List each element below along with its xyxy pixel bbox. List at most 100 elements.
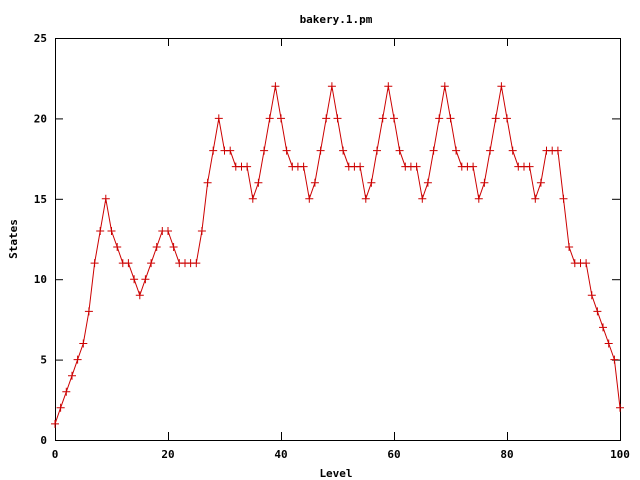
data-point-marker — [599, 323, 607, 332]
data-point-marker — [299, 162, 308, 171]
data-point-marker — [390, 114, 398, 123]
data-point-marker — [452, 146, 461, 155]
data-point-marker — [107, 227, 116, 235]
data-point-marker — [378, 114, 387, 123]
data-point-marker — [536, 178, 545, 187]
plot-frame — [55, 38, 621, 441]
data-point-marker — [559, 194, 568, 203]
data-point-marker — [271, 82, 280, 91]
data-markers — [51, 82, 624, 428]
data-point-marker — [305, 194, 314, 203]
data-point-marker — [327, 82, 336, 91]
data-point-marker — [525, 162, 534, 171]
data-point-marker — [147, 259, 156, 268]
y-tick-label: 25 — [34, 32, 47, 45]
data-point-marker — [68, 371, 76, 380]
data-point-marker — [361, 194, 370, 203]
data-point-marker — [260, 146, 269, 155]
data-point-marker — [384, 82, 393, 91]
data-point-marker — [435, 114, 444, 123]
data-point-marker — [56, 403, 65, 412]
data-point-marker — [423, 178, 432, 187]
data-point-marker — [373, 146, 381, 155]
data-point-marker — [243, 162, 252, 171]
data-point-marker — [418, 194, 427, 203]
x-tick-label: 40 — [274, 448, 287, 461]
data-point-marker — [474, 194, 483, 203]
chart-title: bakery.1.pm — [300, 13, 373, 26]
data-point-marker — [604, 339, 613, 348]
data-point-marker — [593, 307, 602, 316]
data-point-marker — [508, 146, 517, 155]
data-point-marker — [316, 146, 325, 155]
y-tick-label: 10 — [34, 273, 47, 286]
data-point-marker — [265, 114, 274, 123]
data-point-marker — [616, 403, 624, 412]
x-tick-label: 80 — [500, 448, 513, 461]
data-point-marker — [480, 178, 489, 187]
data-point-marker — [469, 162, 478, 171]
data-point-marker — [248, 194, 257, 203]
x-tick-label: 0 — [52, 448, 59, 461]
data-point-marker — [197, 227, 206, 235]
data-point-marker — [322, 114, 331, 123]
x-axis: 0 20 40 60 80 100 — [52, 38, 630, 461]
data-point-marker — [497, 82, 506, 91]
data-point-marker — [491, 114, 500, 123]
y-tick-label: 20 — [34, 112, 47, 125]
data-point-marker — [486, 146, 495, 155]
data-point-marker — [141, 275, 150, 284]
data-point-marker — [203, 178, 212, 187]
data-point-marker — [79, 339, 88, 348]
data-point-marker — [310, 178, 319, 187]
data-point-marker — [412, 162, 421, 171]
data-point-marker — [446, 114, 455, 123]
data-point-marker — [587, 291, 596, 300]
data-point-marker — [135, 291, 144, 300]
data-point-marker — [582, 259, 591, 268]
data-point-marker — [90, 259, 99, 268]
y-tick-label: 15 — [34, 193, 47, 206]
x-tick-label: 20 — [161, 448, 174, 461]
data-point-marker — [152, 243, 161, 251]
x-tick-label: 60 — [387, 448, 400, 461]
data-point-marker — [339, 146, 348, 155]
data-point-marker — [226, 146, 235, 155]
data-point-marker — [395, 146, 404, 155]
data-point-marker — [282, 146, 291, 155]
data-point-marker — [73, 355, 82, 364]
data-point-marker — [214, 114, 223, 123]
data-point-marker — [164, 227, 172, 235]
data-point-marker — [440, 82, 449, 91]
data-point-marker — [84, 307, 93, 316]
data-point-marker — [333, 114, 342, 123]
x-tick-label: 100 — [610, 448, 630, 461]
data-point-marker — [209, 146, 218, 155]
y-axis-label: States — [7, 219, 20, 259]
y-tick-label: 0 — [40, 434, 47, 447]
data-point-marker — [96, 227, 105, 235]
data-point-marker — [356, 162, 365, 171]
data-point-marker — [254, 178, 263, 187]
data-point-marker — [503, 114, 511, 123]
data-point-marker — [610, 355, 619, 364]
y-tick-label: 5 — [40, 354, 47, 367]
data-point-marker — [565, 243, 574, 251]
y-axis: 0 5 10 15 20 25 — [34, 32, 620, 447]
data-point-marker — [113, 243, 122, 251]
data-point-marker — [192, 259, 201, 268]
data-point-marker — [553, 146, 562, 155]
data-point-marker — [130, 275, 139, 284]
data-series-line — [54, 86, 621, 425]
data-point-marker — [277, 114, 285, 123]
x-axis-label: Level — [319, 467, 352, 480]
data-point-marker — [124, 259, 133, 268]
data-point-marker — [531, 194, 540, 203]
data-point-marker — [367, 178, 376, 187]
data-point-marker — [101, 194, 110, 203]
data-point-marker — [169, 243, 178, 251]
data-point-marker — [429, 146, 438, 155]
data-point-marker — [51, 419, 59, 428]
data-point-marker — [62, 387, 71, 396]
